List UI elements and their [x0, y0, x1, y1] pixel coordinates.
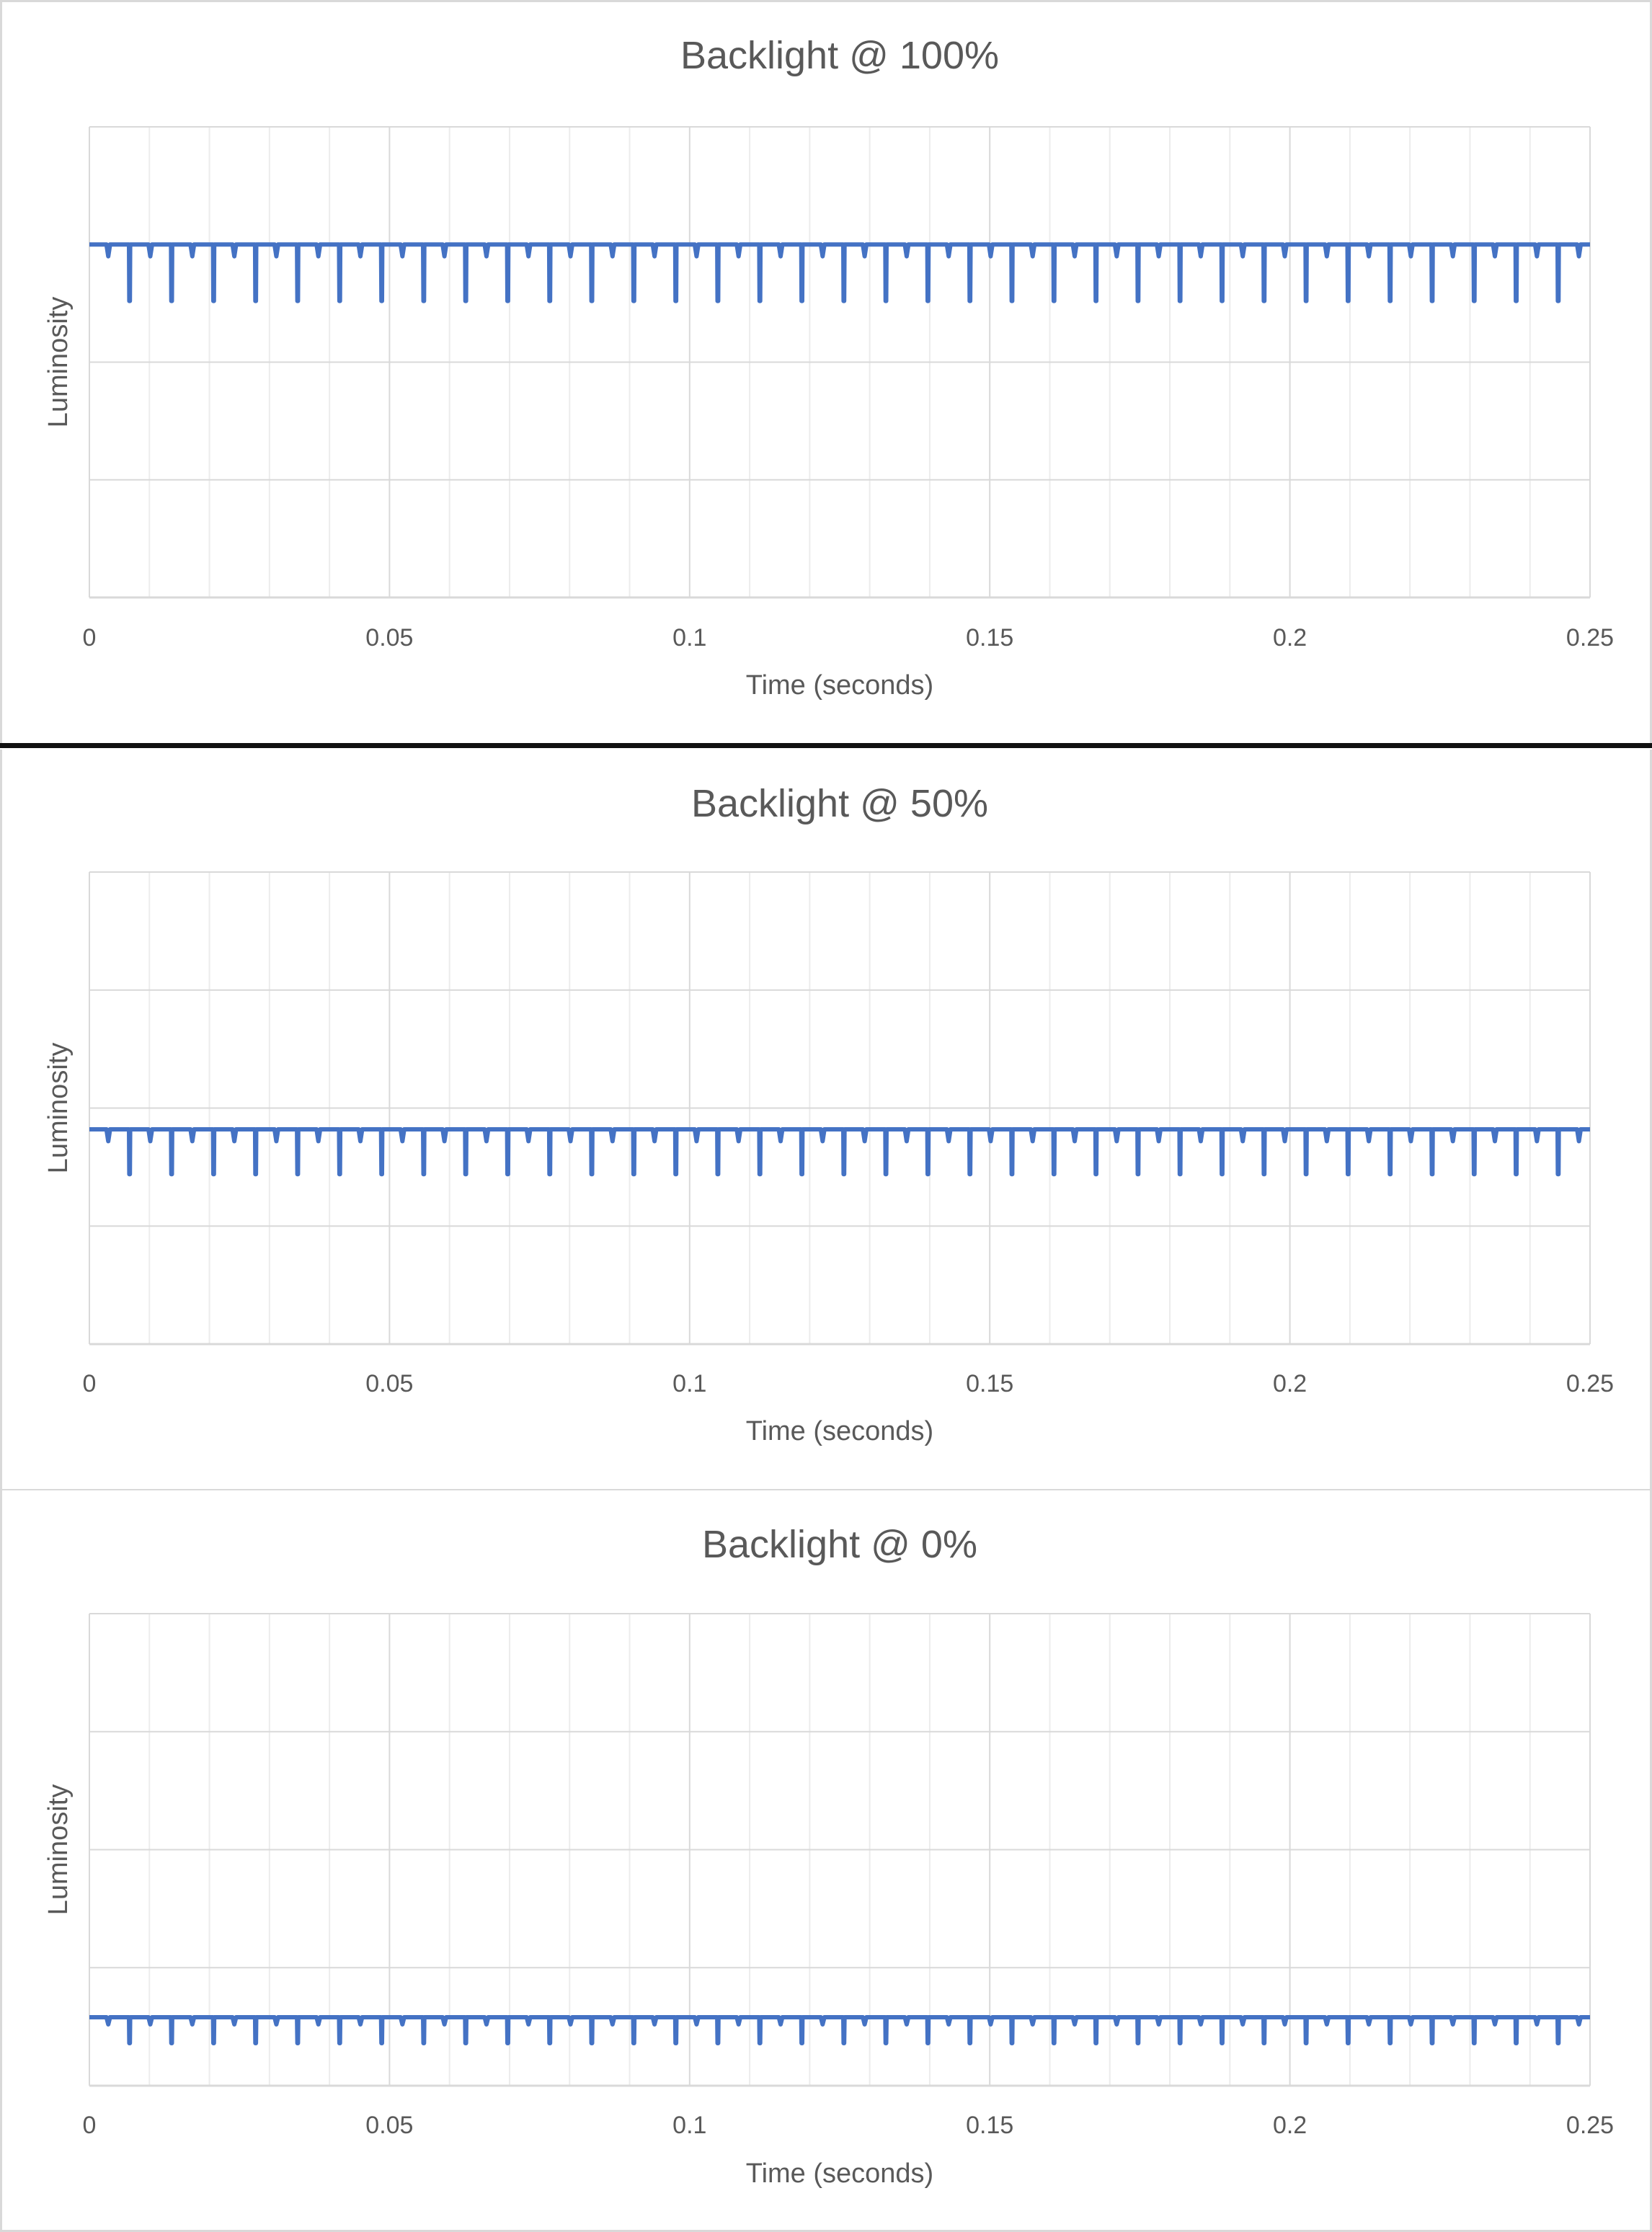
x-tick-label: 0.2 — [1273, 624, 1307, 652]
chart-backlight-0: Backlight @ 0% 0 0.05 0.1 0.15 0.2 0.25 Time (s… — [43, 1523, 1614, 2189]
x-tick-label: 0.1 — [672, 2112, 706, 2139]
x-tick-label: 0.05 — [365, 624, 413, 652]
y-axis-title: Luminosity — [43, 1784, 74, 1916]
x-axis-title: Time (seconds) — [746, 1416, 933, 1446]
x-tick-label: 0.15 — [966, 2112, 1013, 2139]
luminosity-series-line — [89, 242, 1590, 303]
chart-backlight-50: Backlight @ 50% 0 0.05 0.1 0.15 0.2 0.25 Time (… — [43, 782, 1614, 1446]
chart-title: Backlight @ 50% — [691, 782, 988, 825]
x-tick-label: 0.05 — [365, 1370, 413, 1397]
x-axis-title: Time (seconds) — [746, 2158, 933, 2189]
x-tick-label: 0.05 — [365, 2112, 413, 2139]
x-tick-label: 0.2 — [1273, 1370, 1307, 1397]
x-tick-label: 0.25 — [1566, 624, 1614, 652]
chart-backlight-100: Backlight @ 100% 0 0.05 0.1 0.15 0.2 0.25 Time … — [43, 34, 1614, 701]
luminosity-series-line — [89, 2015, 1590, 2045]
y-axis-title: Luminosity — [43, 297, 74, 428]
x-axis-title: Time (seconds) — [746, 670, 933, 701]
x-tick-label: 0.15 — [966, 1370, 1013, 1397]
chart-panel-backlight-0: Backlight @ 0% 0 0.05 0.1 0.15 0.2 0.25 Time (s… — [0, 1489, 1652, 2232]
chart-title: Backlight @ 0% — [702, 1523, 977, 1566]
x-tick-label: 0.2 — [1273, 2112, 1307, 2139]
x-tick-label: 0.25 — [1566, 1370, 1614, 1397]
y-axis-title: Luminosity — [43, 1043, 74, 1174]
chart-title: Backlight @ 100% — [680, 34, 999, 77]
x-tick-label: 0.1 — [672, 1370, 706, 1397]
x-tick-label: 0 — [83, 624, 97, 652]
x-tick-label: 0.25 — [1566, 2112, 1614, 2139]
chart-panel-backlight-100: Backlight @ 100% 0 0.05 0.1 0.15 0.2 0.25 Time … — [0, 0, 1652, 745]
x-tick-label: 0 — [83, 2112, 97, 2139]
x-tick-label: 0.15 — [966, 624, 1013, 652]
x-tick-label: 0 — [83, 1370, 97, 1397]
panel-divider — [0, 743, 1652, 748]
luminosity-series-line — [89, 1127, 1590, 1177]
chart-panel-backlight-50: Backlight @ 50% 0 0.05 0.1 0.15 0.2 0.25 Time (… — [0, 750, 1652, 1489]
x-tick-label: 0.1 — [672, 624, 706, 652]
